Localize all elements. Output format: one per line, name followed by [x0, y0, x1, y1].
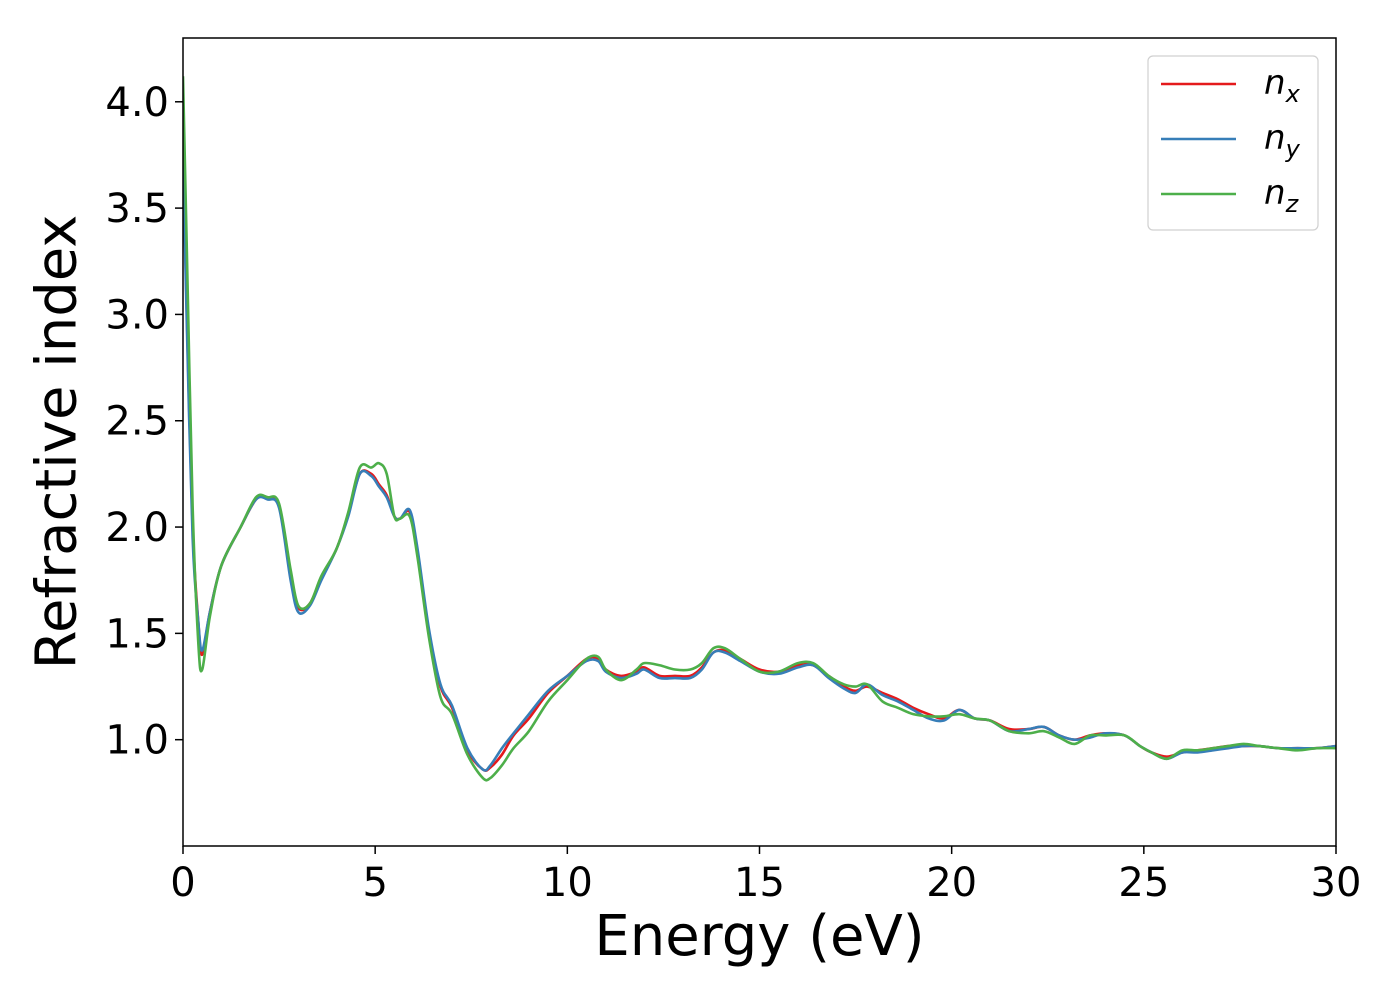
legend-label-base: n [1264, 173, 1286, 213]
x-tick-label: 10 [542, 860, 593, 906]
x-tick-label: 30 [1311, 860, 1362, 906]
y-tick-label: 3.5 [105, 186, 169, 232]
x-tick-label: 5 [362, 860, 387, 906]
x-axis-ticks: 0 5 10 15 20 25 30 [170, 846, 1361, 906]
series-lines [183, 76, 1336, 782]
x-tick-label: 0 [170, 860, 195, 906]
legend-label-base: n [1264, 118, 1286, 158]
legend-box [1147, 55, 1319, 231]
x-tick-label: 20 [926, 860, 977, 906]
legend-label-subscript: z [1285, 190, 1300, 218]
legend-label-y: ny [1264, 118, 1301, 163]
y-tick-label: 2.5 [105, 399, 169, 445]
y-tick-label: 4.0 [105, 80, 169, 126]
y-tick-label: 1.0 [105, 718, 169, 764]
y-axis-title: Refractive index [25, 215, 90, 670]
x-axis-title: Energy (eV) [594, 904, 924, 969]
legend-label-x: nx [1264, 63, 1301, 108]
y-tick-label: 3.0 [105, 292, 169, 338]
series-line-z [183, 76, 1336, 782]
x-tick-label: 25 [1118, 860, 1169, 906]
y-axis-ticks: 1.0 1.5 2.0 2.5 3.0 3.5 4.0 [105, 80, 183, 764]
legend-label-base: n [1264, 63, 1286, 103]
legend-label-subscript: y [1285, 135, 1301, 163]
x-tick-label: 15 [734, 860, 785, 906]
legend-label-z: nz [1264, 173, 1300, 218]
y-tick-label: 1.5 [105, 611, 169, 657]
y-tick-label: 2.0 [105, 505, 169, 551]
legend-label-subscript: x [1285, 80, 1301, 108]
